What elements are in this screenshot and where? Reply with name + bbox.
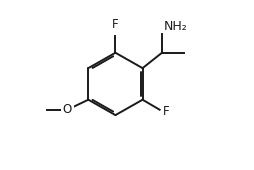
Text: O: O [63, 103, 72, 116]
Text: F: F [112, 18, 119, 31]
Text: F: F [163, 105, 169, 118]
Text: NH₂: NH₂ [164, 20, 187, 33]
